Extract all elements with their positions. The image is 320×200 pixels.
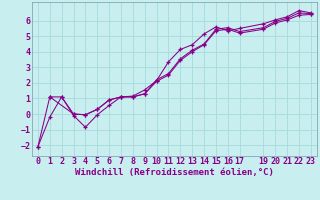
X-axis label: Windchill (Refroidissement éolien,°C): Windchill (Refroidissement éolien,°C) (75, 168, 274, 177)
